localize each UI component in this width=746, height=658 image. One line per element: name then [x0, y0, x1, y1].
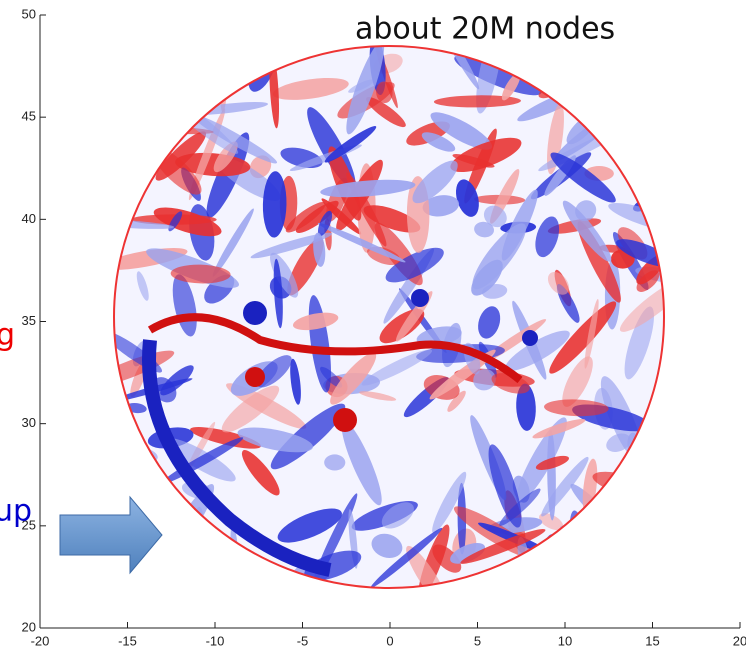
swirl — [122, 78, 198, 118]
swirl — [590, 43, 657, 71]
swirl — [572, 537, 603, 546]
side-label: g — [0, 318, 15, 353]
y-tick-label: 40 — [22, 211, 36, 226]
x-tick-label: 0 — [386, 633, 393, 648]
y-tick-label: 35 — [22, 313, 36, 328]
y-tick-label: 20 — [22, 619, 36, 634]
vortex — [243, 301, 267, 325]
swirl — [147, 42, 218, 107]
side-label: up — [0, 494, 32, 529]
swirl — [588, 519, 620, 539]
swirl — [110, 120, 155, 160]
x-tick-label: -10 — [206, 633, 225, 648]
swirl — [324, 454, 345, 470]
page: -20-15-10-50510152020253035404550about 2… — [0, 0, 746, 658]
swirl — [584, 42, 608, 105]
swirl — [94, 114, 140, 159]
title: about 20M nodes — [355, 12, 615, 47]
x-tick-label: 20 — [733, 633, 746, 648]
swirl — [128, 10, 184, 84]
swirl — [589, 98, 603, 120]
vorticity-field — [77, 10, 695, 623]
swirl — [189, 39, 229, 84]
x-tick-label: -20 — [31, 633, 50, 648]
swirl — [532, 552, 585, 596]
vortex — [522, 330, 538, 346]
swirl — [118, 42, 171, 99]
vortex — [245, 367, 265, 387]
swirl — [621, 467, 683, 542]
swirl — [536, 71, 580, 102]
swirl — [590, 59, 687, 93]
chart: -20-15-10-50510152020253035404550about 2… — [0, 0, 746, 658]
y-tick-label: 50 — [22, 6, 36, 21]
x-tick-label: 5 — [474, 633, 481, 648]
swirl — [560, 522, 641, 536]
vortex — [333, 408, 357, 432]
swirl — [619, 128, 690, 182]
swirl — [170, 79, 192, 110]
swirl — [633, 146, 691, 185]
swirl — [175, 80, 240, 96]
x-tick-label: -5 — [297, 633, 309, 648]
swirl — [108, 432, 121, 455]
swirl — [601, 39, 627, 113]
arrow — [60, 497, 162, 573]
swirl — [638, 479, 668, 529]
swirl — [79, 464, 164, 522]
vortex — [411, 289, 429, 307]
swirl — [148, 479, 170, 526]
swirl — [216, 46, 230, 78]
x-tick-label: 10 — [558, 633, 572, 648]
swirl — [589, 93, 615, 137]
y-tick-label: 45 — [22, 109, 36, 124]
swirl — [631, 498, 684, 514]
y-tick-label: 30 — [22, 415, 36, 430]
x-tick-label: -15 — [118, 633, 137, 648]
swirl — [543, 540, 575, 623]
x-tick-label: 15 — [645, 633, 659, 648]
